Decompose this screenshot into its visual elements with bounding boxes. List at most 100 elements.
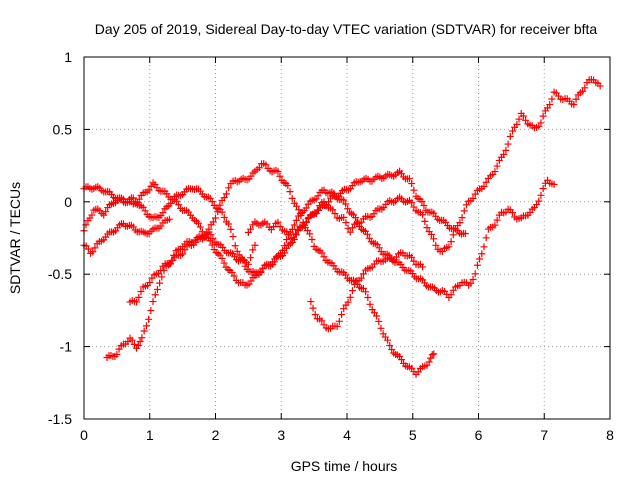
x-tick-label: 8 [606, 427, 614, 443]
data-point [229, 233, 237, 241]
data-point [218, 254, 226, 262]
data-point [216, 201, 224, 209]
data-point [156, 279, 164, 287]
x-tick-label: 4 [343, 427, 351, 443]
data-point [142, 322, 150, 330]
data-point [458, 214, 466, 222]
data-point [289, 233, 297, 241]
data-point [247, 254, 255, 262]
data-point [478, 250, 486, 258]
data-point [476, 255, 484, 263]
data-point [408, 253, 416, 261]
y-tick-label: -1 [60, 339, 73, 355]
data-point [222, 190, 230, 198]
data-point [430, 350, 438, 358]
data-point [276, 172, 284, 180]
data-point [362, 288, 370, 296]
data-point [421, 217, 429, 225]
data-point [297, 212, 305, 220]
data-point [329, 206, 337, 214]
series-track-5 [126, 228, 259, 306]
data-point [225, 184, 233, 192]
x-tick-label: 1 [146, 427, 154, 443]
data-point [480, 243, 488, 251]
data-point [460, 207, 468, 215]
data-point [491, 221, 499, 229]
data-point [274, 168, 282, 176]
data-point [133, 298, 141, 306]
x-tick-label: 0 [80, 427, 88, 443]
data-point [346, 293, 354, 301]
data-point [293, 202, 301, 210]
data-point [462, 201, 470, 209]
data-point [427, 354, 435, 362]
x-axis-label: GPS time / hours [291, 458, 398, 474]
y-tick-label: 0.5 [53, 121, 73, 137]
data-point [233, 247, 241, 255]
data-point [271, 258, 279, 266]
data-point [508, 127, 516, 135]
data-point [513, 120, 521, 128]
data-point [292, 216, 300, 224]
data-point [170, 251, 178, 259]
data-point [467, 279, 475, 287]
data-point [493, 162, 501, 170]
data-point [290, 221, 298, 229]
data-point [338, 311, 346, 319]
data-point [471, 270, 479, 278]
data-point [346, 228, 354, 236]
data-point [84, 245, 92, 253]
data-point [340, 213, 348, 221]
data-point [231, 242, 239, 250]
data-point [212, 214, 219, 222]
data-point [482, 234, 490, 242]
data-point [572, 95, 580, 103]
data-point [115, 345, 123, 353]
data-point [128, 336, 136, 344]
data-point [141, 207, 149, 215]
data-point [340, 196, 348, 204]
data-point [196, 223, 204, 231]
data-point [214, 208, 222, 216]
data-point [596, 82, 604, 90]
data-point [288, 194, 296, 202]
data-point [145, 186, 153, 194]
data-point [480, 182, 488, 190]
data-point [179, 250, 187, 258]
data-point [344, 298, 352, 306]
data-point [91, 244, 99, 252]
data-point [318, 249, 326, 257]
plot-frame [83, 56, 611, 420]
data-point [447, 238, 455, 246]
data-point [194, 219, 202, 227]
series-track-6 [244, 76, 604, 256]
data-point [135, 195, 143, 203]
data-point [456, 219, 464, 227]
data-point [373, 312, 381, 320]
x-tick-label: 2 [212, 427, 220, 443]
data-point [149, 298, 157, 306]
y-tick-label: -1.5 [48, 411, 72, 427]
data-point [418, 198, 426, 206]
data-point [548, 95, 556, 103]
data-point [420, 202, 428, 210]
data-point [461, 230, 469, 238]
data-point [423, 224, 431, 232]
data-point [209, 235, 217, 243]
data-point [342, 219, 350, 227]
data-point [251, 241, 259, 249]
data-point [539, 112, 547, 120]
data-point [220, 213, 228, 221]
data-point [220, 194, 228, 202]
data-point [198, 228, 206, 236]
data-point [419, 211, 427, 219]
y-tick-labels: 1 0.5 0 -0.5 -1 -1.5 [48, 49, 72, 427]
data-point [427, 230, 435, 238]
data-point [291, 230, 299, 238]
data-point [147, 182, 155, 190]
data-markers [80, 76, 604, 378]
data-point [295, 206, 303, 214]
data-point [537, 191, 545, 199]
data-point [430, 235, 438, 243]
data-point [307, 298, 315, 306]
